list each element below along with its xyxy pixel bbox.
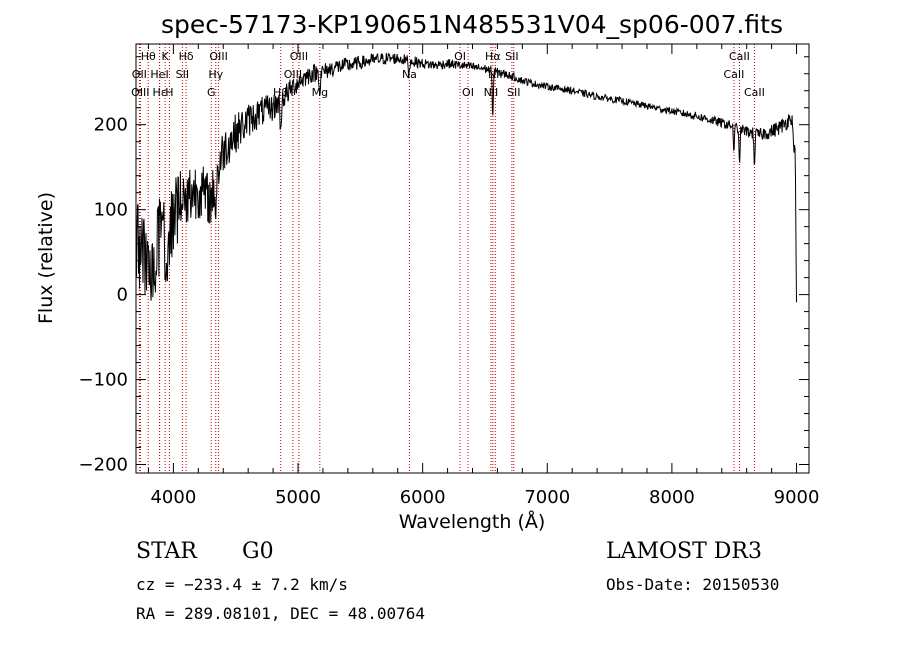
x-axis-ticks: 4000 5000 6000 7000 8000 9000 bbox=[147, 44, 820, 508]
spectral-line-markers bbox=[138, 44, 755, 473]
chart-title: spec-57173-KP190651N485531V04_sp06-007.f… bbox=[161, 10, 783, 39]
y-tick-label--100: −100 bbox=[79, 370, 128, 391]
plot-frame bbox=[135, 43, 810, 474]
x-tick-label-7000: 7000 bbox=[524, 487, 570, 508]
line-label-11: OIII bbox=[209, 50, 227, 63]
y-tick-label-0: 0 bbox=[117, 285, 128, 306]
line-label-26: CaII bbox=[744, 86, 765, 99]
line-label-22: SII bbox=[505, 50, 518, 63]
line-label-14: OIII bbox=[290, 50, 308, 63]
line-label-5: H bbox=[165, 86, 173, 99]
coordinates: RA = 289.08101, DEC = 48.00764 bbox=[136, 604, 425, 623]
x-tick-label-5000: 5000 bbox=[275, 487, 321, 508]
redshift-value: cz = −233.4 ± 7.2 km/s bbox=[136, 575, 348, 594]
line-label-13: OIII bbox=[284, 68, 302, 81]
spectrum-chart: spec-57173-KP190651N485531V04_sp06-007.f… bbox=[35, 10, 820, 533]
line-label-23: SII bbox=[507, 86, 520, 99]
y-axis-ticks: −200 −100 0 100 200 bbox=[79, 56, 809, 476]
line-label-10: Hγ bbox=[208, 68, 223, 81]
line-label-24: CaII bbox=[724, 68, 745, 81]
y-axis-label: Flux (relative) bbox=[35, 192, 57, 324]
y-tick-label-100: 100 bbox=[94, 200, 128, 221]
line-label-17: OI bbox=[454, 50, 466, 63]
line-label-25: CaII bbox=[729, 50, 750, 63]
survey-name: LAMOST DR3 bbox=[606, 539, 762, 564]
object-class: STAR bbox=[136, 539, 197, 564]
x-tick-label-6000: 6000 bbox=[400, 487, 446, 508]
spectrum-series-line bbox=[135, 52, 797, 303]
object-subclass: G0 bbox=[242, 539, 274, 564]
x-tick-label-9000: 9000 bbox=[774, 487, 820, 508]
line-label-18: OI bbox=[462, 86, 474, 99]
line-label-19: NII bbox=[484, 86, 499, 99]
line-label-8: Hδ bbox=[179, 50, 194, 63]
line-label-12: Hβ bbox=[273, 86, 288, 99]
line-label-1: OII bbox=[132, 68, 147, 81]
line-label-4: K bbox=[162, 50, 170, 63]
line-label-6: HeI bbox=[150, 68, 168, 81]
y-tick-label--200: −200 bbox=[79, 455, 128, 476]
line-label-3: Hε bbox=[152, 86, 166, 99]
line-label-9: G bbox=[207, 86, 216, 99]
line-label-0: Hθ bbox=[141, 50, 156, 63]
obs-date: Obs-Date: 20150530 bbox=[606, 575, 780, 594]
x-tick-label-4000: 4000 bbox=[150, 487, 196, 508]
y-tick-label-200: 200 bbox=[94, 115, 128, 136]
line-label-20: Hα bbox=[485, 50, 501, 63]
line-label-2: OIII bbox=[131, 86, 149, 99]
x-tick-label-8000: 8000 bbox=[649, 487, 695, 508]
x-axis-label: Wavelength (Å) bbox=[399, 510, 546, 533]
line-label-7: SII bbox=[176, 68, 189, 81]
